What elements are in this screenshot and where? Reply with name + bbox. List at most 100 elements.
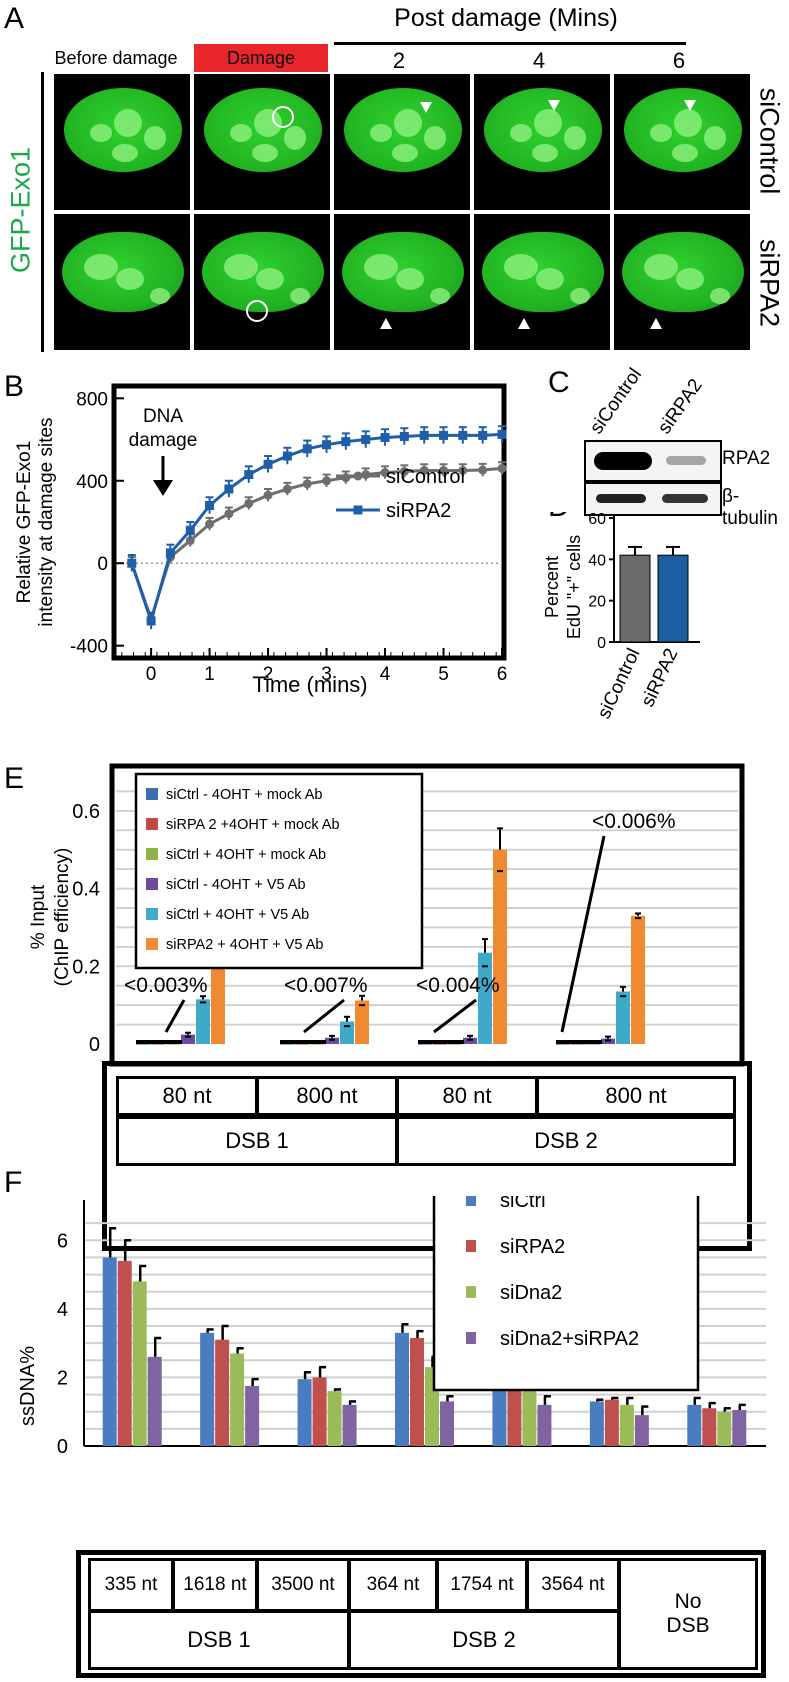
callout-line (560, 835, 606, 1033)
bar-1618 nt (230, 1353, 245, 1446)
cell-sicontrol-4min (474, 74, 610, 210)
lane2-label-wrap: siRPA2 (652, 375, 707, 438)
bar-3500 nt (327, 1391, 342, 1446)
data-point (419, 430, 429, 440)
bar-335 nt (147, 1356, 162, 1446)
bar-1618 nt (200, 1332, 215, 1446)
bar-DSB2 80 nt (448, 1043, 462, 1045)
data-point (458, 465, 468, 475)
bar-DSB2 800 nt (571, 1043, 585, 1045)
blot-rpa2 (584, 440, 722, 482)
y-tick-label: -400 (70, 637, 108, 658)
cell-sirpa2-2min (334, 214, 470, 350)
legend-label: siDna2+siRPA2 (500, 1328, 639, 1350)
x-tick-label: 6 (497, 664, 508, 685)
data-point (497, 463, 507, 473)
bar-chart-f: 0 2 4 6 siCtrl siRPA2 siDna2 siDna2+siRPA2 ssD… (17, 1196, 766, 1458)
data-point (205, 519, 215, 529)
down-arrow-head-icon (153, 480, 173, 496)
data-point (146, 616, 156, 626)
legend-label: siRPA2 (386, 500, 451, 522)
bar-DSB2 800 nt (586, 1043, 600, 1045)
f-row1-cell: 3500 nt (256, 1558, 350, 1612)
bar-1754 nt (507, 1384, 522, 1446)
legend-label: siRPA2 (500, 1236, 565, 1258)
bar-1754 nt (522, 1391, 537, 1446)
x-tick-label: 0 (146, 664, 157, 685)
e-row1-cell: 80 nt (116, 1076, 258, 1116)
cell-sirpa2-damage (194, 214, 330, 350)
chart-e-ylabel-line2: (ChIP efficiency) (52, 848, 73, 987)
bar-DSB2 800 nt (556, 1043, 570, 1045)
y-tick-label: 20 (588, 594, 606, 611)
panel-a-axis-line (41, 72, 44, 352)
arrowhead-icon (420, 102, 432, 113)
bar-DSB2 80 nt (478, 952, 492, 1044)
legend-swatch (466, 1332, 476, 1344)
data-point (224, 509, 234, 519)
legend-swatch (146, 818, 158, 830)
bar-DSB2 80 nt (463, 1037, 477, 1044)
legend-swatch (466, 1240, 476, 1252)
bar-DSB2 80 nt (418, 1043, 432, 1045)
arrowhead-icon (684, 100, 696, 111)
bar-364 nt (440, 1401, 454, 1446)
callout-line (303, 998, 345, 1034)
x-tick-label: 1 (204, 664, 215, 685)
bar-1754 nt (492, 1380, 507, 1446)
data-point (439, 430, 449, 440)
row1-label-wrap: siControl (752, 76, 786, 206)
cell-sicontrol-damage (194, 74, 330, 210)
bar-1618 nt (245, 1386, 260, 1446)
gfp-exo1-label: GFP-Exo1 (5, 146, 36, 274)
bar-DSB1 80 nt (181, 1034, 195, 1044)
legend-swatch (146, 938, 158, 950)
legend-swatch (466, 1286, 476, 1298)
bar-3500 nt (297, 1379, 312, 1446)
bar-DSB2 80 nt (493, 849, 507, 1044)
data-point (497, 429, 507, 439)
data-point (322, 476, 332, 486)
band-tubulin-label: β-tubulin (722, 486, 778, 529)
bar-3500 nt (342, 1404, 357, 1446)
y-tick-label: 4 (57, 1299, 68, 1321)
data-point (282, 484, 292, 494)
damage-circle-icon (246, 300, 268, 322)
bar-DSB1 800 nt (340, 1021, 354, 1044)
arrowhead-icon (548, 100, 560, 111)
chart-d-ylabel-line2: EdU "+" cells (564, 535, 584, 639)
y-tick-label: 0.6 (72, 801, 100, 823)
bar-3564 nt (634, 1415, 649, 1446)
bar-DSB1 80 nt (166, 1043, 180, 1045)
bar-No DSB (717, 1411, 732, 1446)
e-row2-cell: DSB 1 (116, 1116, 398, 1166)
legend-label: siRPA2 + 4OHT + V5 Ab (166, 937, 323, 953)
f-row1-cell: 3564 nt (526, 1558, 620, 1612)
y-tick-label: 0 (57, 1436, 68, 1458)
cell-sicontrol-before (54, 74, 190, 210)
legend-label: siControl (386, 466, 465, 488)
legend-label: siCtrl - 4OHT + mock Ab (166, 787, 322, 803)
callout-label: <0.003% (124, 974, 208, 997)
bar-DSB1 80 nt (196, 999, 210, 1044)
callout-line (433, 998, 477, 1034)
legend-label: siCtrl - 4OHT + V5 Ab (166, 877, 306, 893)
bar-DSB1 800 nt (355, 1000, 369, 1044)
x-tick-label: 2 (263, 664, 274, 685)
cell-sirpa2-before (54, 214, 190, 350)
data-point (302, 479, 312, 489)
legend-box (134, 772, 424, 970)
bar-DSB2 800 nt (631, 915, 645, 1044)
col-t2-label: 2 (392, 48, 406, 73)
panel-b-label: B (4, 370, 25, 403)
y-tick-label: 0 (89, 1034, 100, 1056)
dna-annotation-line2: damage (129, 430, 198, 451)
arrowhead-icon (518, 318, 530, 329)
row2-label: siRPA2 (754, 238, 785, 328)
bar-DSB2 800 nt (616, 991, 630, 1044)
data-point (244, 470, 254, 480)
data-point (478, 430, 488, 440)
callout-label: <0.007% (284, 974, 368, 997)
col-t6-label: 6 (672, 48, 686, 73)
bar-DSB1 80 nt (211, 954, 225, 1044)
